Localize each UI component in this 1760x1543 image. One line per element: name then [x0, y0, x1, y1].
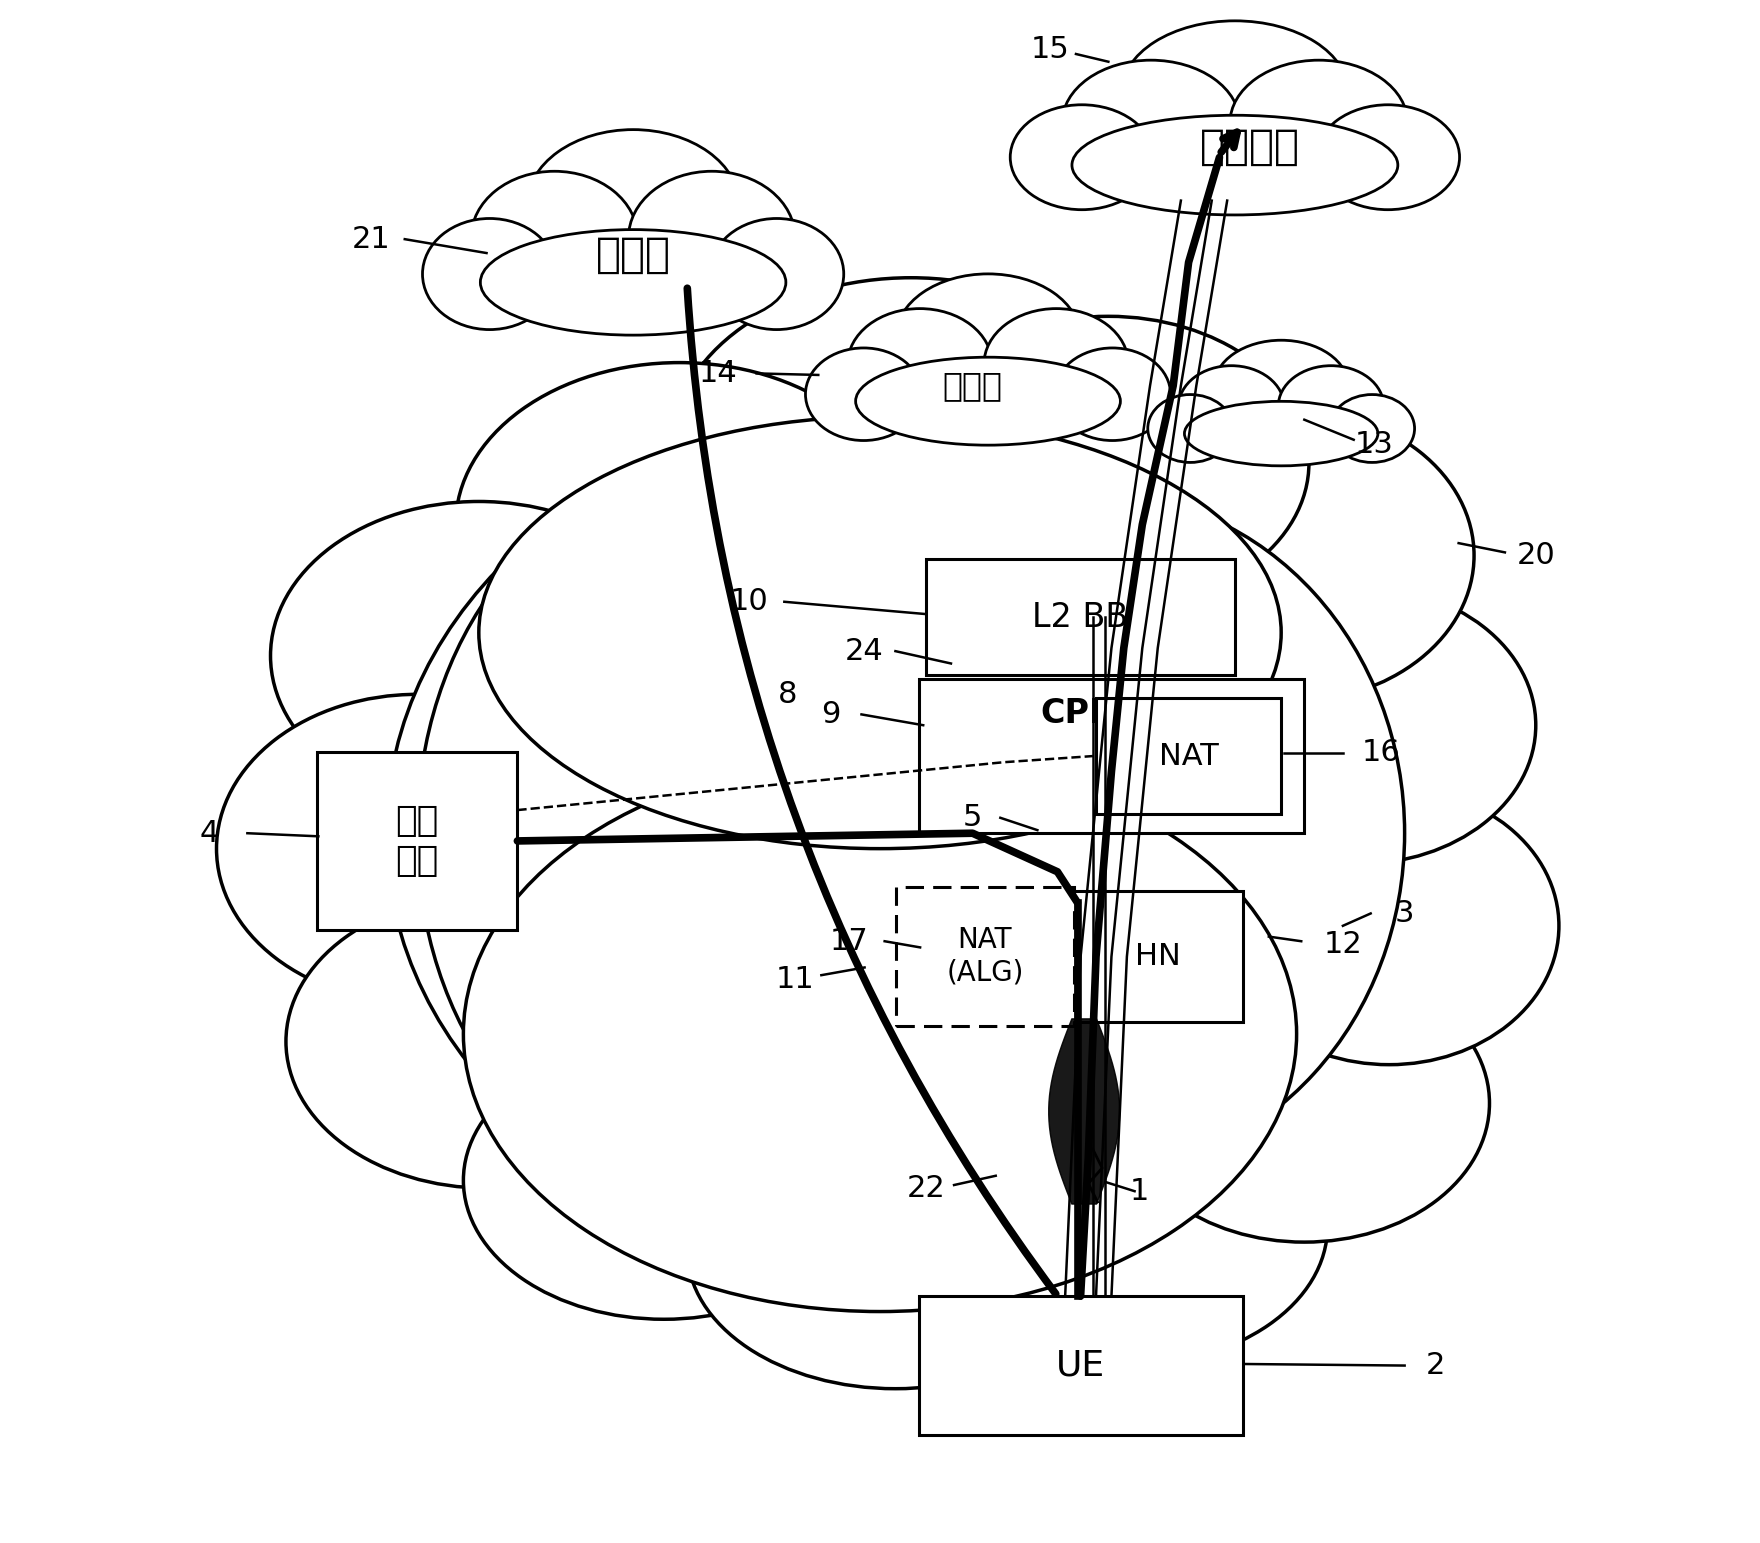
Text: 11: 11: [776, 966, 815, 994]
Ellipse shape: [285, 895, 686, 1188]
Ellipse shape: [1316, 105, 1459, 210]
Text: 9: 9: [820, 701, 840, 728]
Text: HN: HN: [1135, 943, 1181, 971]
Text: L2 BB: L2 BB: [1033, 600, 1128, 634]
Text: 接入网: 接入网: [943, 369, 1003, 403]
Ellipse shape: [1104, 409, 1475, 702]
Ellipse shape: [686, 1111, 1104, 1389]
Ellipse shape: [1181, 586, 1536, 864]
Text: 核心网络: 核心网络: [1200, 125, 1301, 168]
Text: 10: 10: [729, 588, 767, 616]
Ellipse shape: [806, 349, 922, 441]
Ellipse shape: [709, 219, 843, 330]
Ellipse shape: [1278, 366, 1383, 447]
Text: 3: 3: [1396, 900, 1415, 927]
Ellipse shape: [463, 756, 1297, 1312]
Text: 1: 1: [1130, 1177, 1149, 1205]
Text: 24: 24: [845, 637, 884, 665]
Text: 5: 5: [963, 804, 982, 832]
Ellipse shape: [479, 417, 1281, 849]
FancyBboxPatch shape: [926, 560, 1236, 676]
Ellipse shape: [896, 275, 1081, 401]
Ellipse shape: [1329, 395, 1415, 463]
Ellipse shape: [385, 417, 1375, 1250]
Ellipse shape: [271, 501, 686, 810]
Text: 14: 14: [699, 360, 737, 387]
FancyBboxPatch shape: [919, 1296, 1243, 1435]
Ellipse shape: [1179, 366, 1285, 447]
Text: 8: 8: [778, 680, 797, 708]
Text: 16: 16: [1362, 739, 1401, 767]
Text: UE: UE: [1056, 1349, 1105, 1383]
Ellipse shape: [1054, 349, 1170, 441]
Text: 17: 17: [829, 927, 868, 955]
Text: 13: 13: [1355, 430, 1394, 458]
Ellipse shape: [526, 130, 739, 282]
Ellipse shape: [456, 363, 903, 687]
Text: NAT
(ALG): NAT (ALG): [947, 926, 1024, 988]
Ellipse shape: [1010, 105, 1153, 210]
Ellipse shape: [628, 171, 796, 304]
Text: 21: 21: [352, 225, 391, 253]
Ellipse shape: [1061, 60, 1239, 187]
Ellipse shape: [672, 278, 1149, 617]
Text: 4: 4: [199, 819, 218, 847]
Ellipse shape: [1220, 787, 1559, 1065]
Ellipse shape: [848, 309, 993, 420]
Ellipse shape: [787, 494, 1404, 1173]
Ellipse shape: [1214, 339, 1348, 434]
Ellipse shape: [1072, 116, 1397, 214]
Ellipse shape: [1119, 964, 1489, 1242]
Ellipse shape: [1148, 395, 1232, 463]
FancyBboxPatch shape: [919, 679, 1304, 833]
Text: CPE(家用): CPE(家用): [1040, 696, 1183, 730]
FancyBboxPatch shape: [317, 751, 517, 929]
Text: 22: 22: [906, 1174, 945, 1202]
Text: NAT: NAT: [1158, 742, 1218, 770]
FancyBboxPatch shape: [896, 887, 1074, 1026]
Ellipse shape: [984, 309, 1128, 420]
Ellipse shape: [216, 694, 618, 1003]
Text: 12: 12: [1324, 930, 1362, 958]
FancyBboxPatch shape: [1074, 890, 1243, 1021]
Ellipse shape: [417, 478, 973, 1188]
FancyBboxPatch shape: [1096, 697, 1281, 815]
Ellipse shape: [855, 358, 1121, 446]
Ellipse shape: [1230, 60, 1408, 187]
Ellipse shape: [480, 230, 787, 335]
Text: 2: 2: [1426, 1352, 1445, 1379]
Ellipse shape: [422, 219, 556, 330]
Ellipse shape: [1184, 401, 1378, 466]
Ellipse shape: [463, 1042, 864, 1319]
Text: 20: 20: [1517, 542, 1556, 569]
Ellipse shape: [908, 316, 1309, 609]
Ellipse shape: [472, 171, 637, 304]
Text: 15: 15: [1030, 35, 1068, 63]
Text: 本地
节点: 本地 节点: [396, 804, 438, 878]
Ellipse shape: [926, 1088, 1327, 1366]
Ellipse shape: [1121, 20, 1348, 165]
Text: 因特网: 因特网: [595, 233, 671, 276]
